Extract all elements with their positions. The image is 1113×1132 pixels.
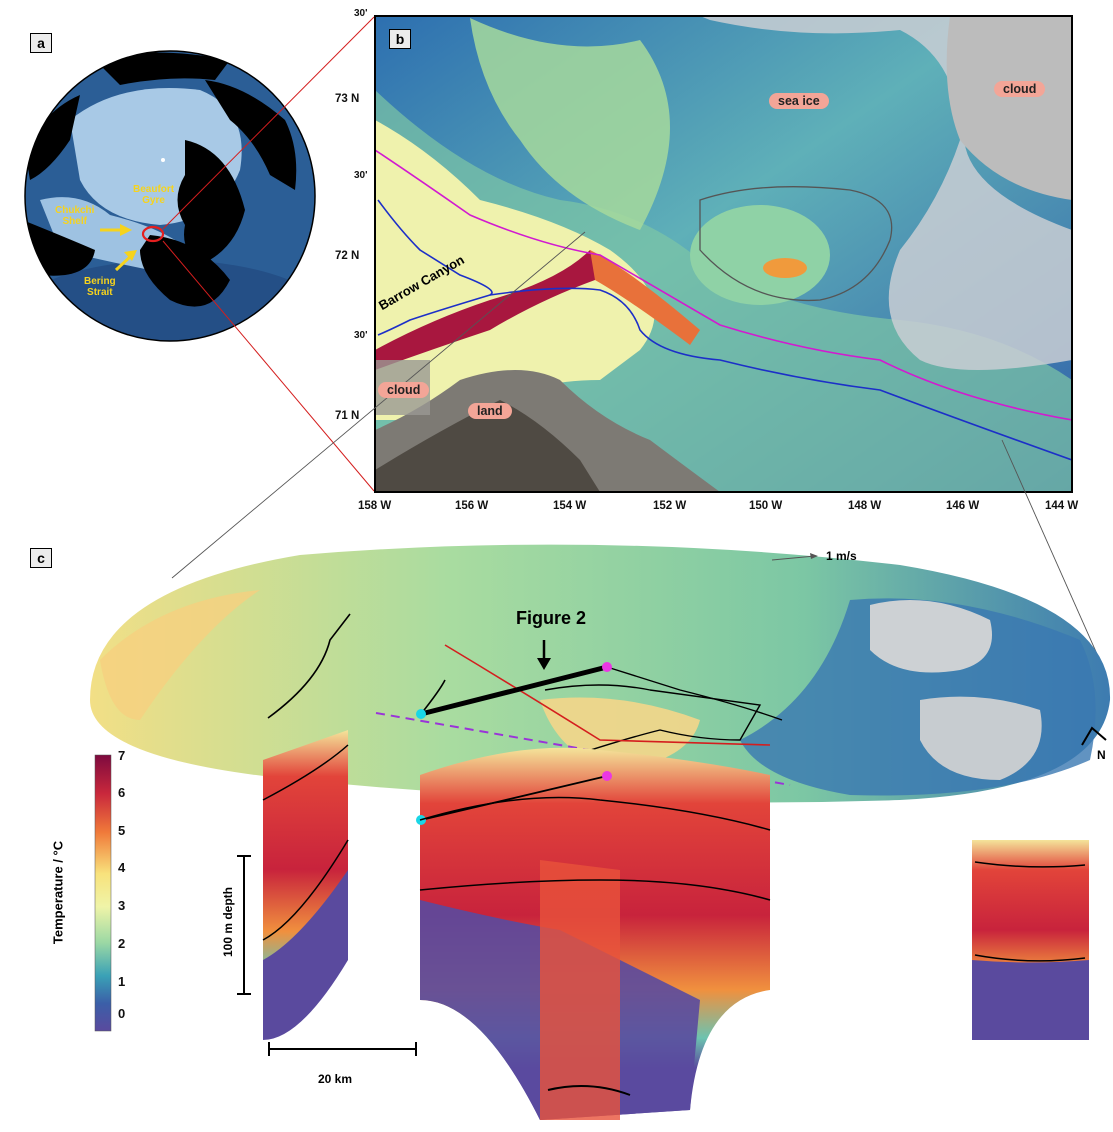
label-beaufort-gyre: Beaufort Gyre [133, 184, 175, 206]
figure-2-label: Figure 2 [516, 608, 587, 628]
lon-label: 144 W [1045, 500, 1079, 512]
lon-label: 150 W [749, 500, 783, 512]
colorbar-tick: 2 [118, 936, 126, 951]
colorbar-tick: 6 [118, 785, 126, 800]
lon-label: 148 W [848, 500, 882, 512]
lon-label: 152 W [653, 500, 687, 512]
zoom-line-right [1001, 439, 1106, 673]
label-chukchi-shelf: Chukchi Shelf [55, 205, 95, 227]
map-panel-b [375, 16, 1072, 492]
vertical-sections [262, 730, 1089, 1120]
panel-label-b: b [389, 29, 411, 49]
lat-label: 30' [354, 330, 368, 341]
panel-label-a: a [30, 33, 52, 53]
polar-globe [24, 50, 316, 342]
lat-label: 30' [354, 8, 368, 19]
label-bering-strait: Bering Strait [84, 276, 116, 298]
lon-label: 158 W [358, 500, 392, 512]
colorbar-tick: 7 [118, 748, 126, 763]
zoom-line-top [162, 16, 375, 230]
colorbar-title: Temperature / °C [50, 840, 66, 945]
label-cloud-sw: cloud [378, 382, 430, 398]
lat-label: 30' [354, 170, 368, 181]
lon-label: 154 W [553, 500, 587, 512]
colorbar-tick: 4 [118, 860, 126, 875]
north-label: N [1097, 748, 1106, 762]
colorbar-tick: 3 [118, 898, 126, 913]
label-land: land [468, 403, 512, 419]
label-sea-ice: sea ice [769, 93, 829, 109]
lat-label: 71 N [335, 410, 360, 422]
panel-label-c: c [30, 548, 52, 568]
lon-label: 146 W [946, 500, 980, 512]
zoom-line-left [171, 231, 586, 579]
distance-scale-label: 20 km [318, 1072, 353, 1086]
velocity-scale-label: 1 m/s [826, 549, 857, 563]
colorbar [94, 754, 112, 1032]
depth-scale-label: 100 m depth [221, 886, 235, 958]
zoom-line-bottom [162, 240, 375, 492]
colorbar-tick: 0 [118, 1006, 126, 1021]
colorbar-tick: 1 [118, 974, 126, 989]
label-cloud-ne: cloud [994, 81, 1046, 97]
lat-label: 73 N [335, 93, 360, 105]
scale-bars [237, 855, 417, 1056]
colorbar-tick: 5 [118, 823, 126, 838]
lat-label: 72 N [335, 250, 360, 262]
lon-label: 156 W [455, 500, 489, 512]
